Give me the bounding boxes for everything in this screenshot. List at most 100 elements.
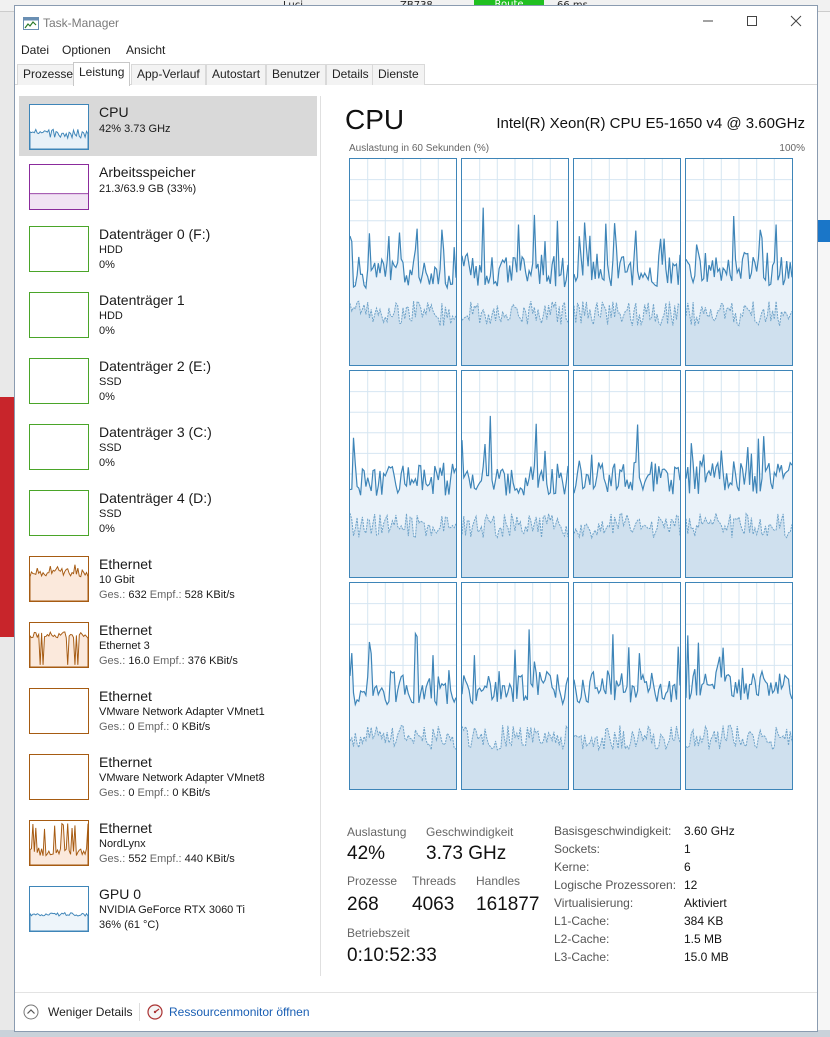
sidebar-item-title: Arbeitsspeicher [99,164,196,180]
core-usage-line [686,635,792,701]
disk-thumbnail [29,292,89,338]
core-usage-line [686,215,792,287]
cpu-core-chart [686,583,792,789]
less-details-button[interactable]: Weniger Details [48,1005,133,1019]
cpu-core-chart [574,583,680,789]
spec-value: 384 KB [684,914,724,928]
cpu-core-chart [462,159,568,365]
tab-leistung[interactable]: Leistung [73,62,131,86]
sidebar-item-adapter: VMware Network Adapter VMnet1 [99,706,265,718]
cpu-core-chart [350,159,456,365]
cpu-thumbnail [29,104,89,150]
sidebar-item-adapter: VMware Network Adapter VMnet8 [99,772,265,784]
sidebar-item-usage: 0% [99,325,115,337]
kernel-usage-line [686,724,792,751]
kernel-usage-area [462,513,568,577]
minimize-button[interactable] [685,6,731,40]
sidebar-item-memory[interactable]: Arbeitsspeicher 21.3/63.9 GB (33%) [19,156,317,222]
handles-value: 161877 [476,894,540,915]
sidebar-item-title: Ethernet [99,688,152,704]
sidebar-item-ethernet-vmnet1[interactable]: Ethernet VMware Network Adapter VMnet1 G… [19,684,317,750]
close-icon [790,15,802,27]
cpu-core-chart [574,159,680,365]
panel-divider[interactable] [320,96,321,976]
close-button[interactable] [773,6,819,40]
menu-ansicht[interactable]: Ansicht [126,43,166,57]
task-manager-window: Task-Manager Datei Optionen Ansicht Proz… [14,5,818,1032]
spec-value: 3.60 GHz [684,824,735,838]
spec-value: 15.0 MB [684,950,729,964]
cpu-core-graph [573,370,681,578]
kernel-usage-area [686,301,792,365]
tab-dienste[interactable]: Dienste [372,64,425,85]
sidebar-item-throughput: Ges.: 0 Empf.: 0 KBit/s [99,787,211,799]
tab-details[interactable]: Details [326,64,375,85]
maximize-button[interactable] [729,6,775,40]
menu-datei[interactable]: Datei [21,43,50,57]
core-usage-line [462,629,568,707]
kernel-usage-area [462,725,568,789]
title-bar[interactable]: Task-Manager [15,6,817,40]
sidebar-item-usage: 36% (61 °C) [99,919,160,931]
core-usage-line [686,436,792,494]
spec-label: Kerne: [554,860,590,874]
kernel-usage-line [462,513,568,539]
sidebar-item-disk-3[interactable]: Datenträger 3 (C:) SSD 0% [19,420,317,486]
cpu-core-chart [350,583,456,789]
resource-monitor-link[interactable]: Ressourcenmonitor öffnen [169,1005,310,1019]
resource-monitor-icon[interactable] [147,1004,163,1020]
core-usage-line [462,207,568,288]
sidebar-item-ethernet-vmnet8[interactable]: Ethernet VMware Network Adapter VMnet8 G… [19,750,317,816]
cpu-core-chart [462,583,568,789]
sidebar-item-usage: 0% [99,391,115,403]
sidebar-item-ethernet-3[interactable]: Ethernet Ethernet 3 Ges.: 16.0 Empf.: 37… [19,618,317,684]
core-usage-line [350,631,456,707]
menu-optionen[interactable]: Optionen [62,43,111,57]
cpu-core-graph [349,158,457,366]
ethernet-thumbnail [29,556,89,602]
spec-value: 1.5 MB [684,932,723,946]
sidebar-item-gpu-0[interactable]: GPU 0 NVIDIA GeForce RTX 3060 Ti 36% (61… [19,882,317,948]
minimize-icon [703,20,713,22]
sidebar-item-type: SSD [99,376,122,388]
utilization-label: Auslastung [347,825,407,839]
chevron-up-circle-icon[interactable] [23,1004,39,1020]
kernel-usage-line [686,512,792,539]
window-title: Task-Manager [43,16,120,30]
core-usage-line [462,415,568,496]
ethernet-thumbnail [29,754,89,800]
cpu-core-chart [462,371,568,577]
maximize-icon [747,16,757,26]
speed-label: Geschwindigkeit [426,825,514,839]
spec-label: L2-Cache: [554,932,610,946]
kernel-usage-line [350,513,456,539]
cpu-core-graph [461,582,569,790]
background-left-strip [0,12,14,1037]
task-manager-icon [23,17,39,30]
menu-bar: Datei Optionen Ansicht [15,40,817,62]
sidebar-item-disk-0[interactable]: Datenträger 0 (F:) HDD 0% [19,222,317,288]
sidebar-item-disk-1[interactable]: Datenträger 1 HDD 0% [19,288,317,354]
kernel-usage-area [462,301,568,365]
kernel-usage-line [574,725,680,752]
cpu-core-graph [573,158,681,366]
sidebar-item-disk-2[interactable]: Datenträger 2 (E:) SSD 0% [19,354,317,420]
sidebar-item-disk-4[interactable]: Datenträger 4 (D:) SSD 0% [19,486,317,552]
cpu-detail-panel: CPU Intel(R) Xeon(R) CPU E5-1650 v4 @ 3.… [345,96,805,976]
cpu-core-chart [686,371,792,577]
sidebar-item-ethernet-nordlynx[interactable]: Ethernet NordLynx Ges.: 552 Empf.: 440 K… [19,816,317,882]
spec-label: Basisgeschwindigkeit: [554,824,672,838]
spec-value: 1 [684,842,691,856]
page-title: CPU [345,104,405,135]
cpu-core-chart [574,371,680,577]
sidebar-item-usage: 0% [99,457,115,469]
tab-prozesse[interactable]: Prozesse [17,64,80,85]
ethernet-thumbnail [29,820,89,866]
sidebar-item-title: Ethernet [99,754,152,770]
tab-benutzer[interactable]: Benutzer [266,64,327,85]
sidebar-item-ethernet-10gbit[interactable]: Ethernet 10 Gbit Ges.: 632 Empf.: 528 KB… [19,552,317,618]
sidebar-item-cpu[interactable]: CPU 42% 3.73 GHz [19,96,317,156]
sidebar-item-detail: 21.3/63.9 GB (33%) [99,183,197,195]
tab-app-verlauf[interactable]: App-Verlauf [131,64,206,85]
tab-autostart[interactable]: Autostart [206,64,267,85]
